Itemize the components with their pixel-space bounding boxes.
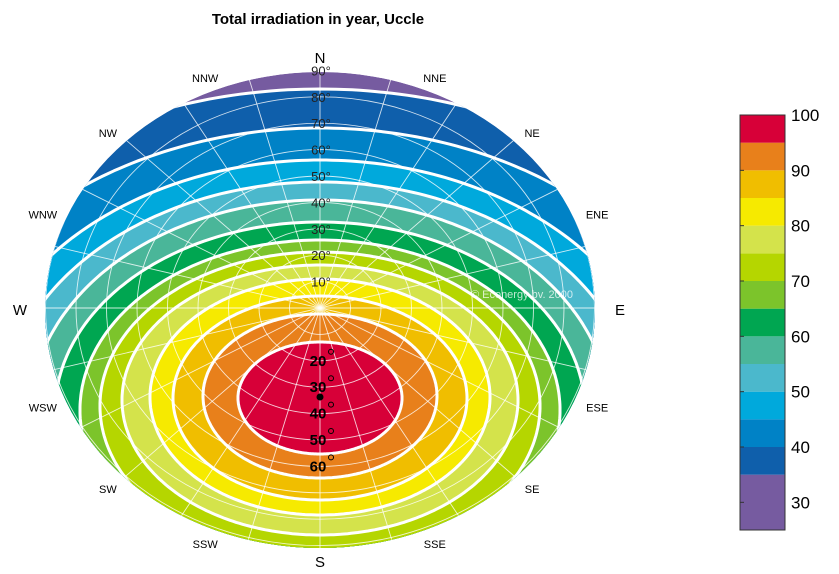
azimuth-spoke <box>319 73 394 309</box>
azimuth-spoke <box>319 307 461 519</box>
compass-label-e: E <box>615 302 625 319</box>
watermark: © Econergy bv. 2000 <box>471 289 573 301</box>
colorbar-band-70 <box>740 253 785 281</box>
chart-title: Total irradiation in year, Uccle <box>212 11 424 28</box>
tilt-label-north: 10° <box>311 275 331 290</box>
azimuth-spoke <box>76 186 321 309</box>
compass-label-wnw: WNW <box>28 210 57 222</box>
colorbar-tick-label: 30 <box>791 493 810 512</box>
colorbar-band-90 <box>740 142 785 171</box>
tilt-label-north: 30° <box>311 222 331 237</box>
azimuth-spoke <box>76 307 321 430</box>
azimuth-spoke <box>319 186 564 309</box>
colorbar-band-85 <box>740 170 785 198</box>
azimuth-spoke <box>319 97 461 309</box>
colorbar-tick-label: 50 <box>791 383 810 402</box>
azimuth-spoke <box>48 307 321 372</box>
compass-label-nne: NNE <box>423 73 446 85</box>
compass-labels: N NNE NE ENE E ESE SE SSE S SSW SW WSW W WNW NW NNW <box>13 50 625 571</box>
compass-label-se: SE <box>525 484 540 496</box>
colorbar-tick-label: 80 <box>791 217 810 236</box>
colorbar-band-35 <box>740 447 785 475</box>
colorbar-band-95 <box>740 115 785 143</box>
degree-symbol <box>328 401 334 408</box>
azimuth-spoke <box>246 73 321 309</box>
colorbar-band-65 <box>740 281 785 309</box>
optimum-marker <box>316 393 324 401</box>
colorbar-band-50 <box>740 364 785 392</box>
colorbar-band-40 <box>740 419 785 447</box>
tilt-labels: 10° 20° 30° 40° 50° 60° 70° 80° 90° 20 30 40 50 60 <box>310 63 334 475</box>
tilt-label-south: 20 <box>310 353 327 370</box>
degree-symbol <box>328 375 334 382</box>
colorbar-band-45 <box>740 391 785 420</box>
azimuth-spoke <box>319 135 519 309</box>
compass-label-w: W <box>13 302 28 319</box>
tilt-label-south: 50 <box>310 432 327 449</box>
azimuth-spoke <box>319 307 519 481</box>
azimuth-spoke <box>246 307 321 543</box>
compass-label-sse: SSE <box>424 539 446 551</box>
colorbar-tick-label: 100 <box>791 106 819 125</box>
compass-label-ene: ENE <box>586 210 609 222</box>
tilt-label-south: 30 <box>310 379 327 396</box>
tilt-label-south: 40 <box>310 406 327 423</box>
compass-label-ese: ESE <box>586 402 608 414</box>
compass-label-nw: NW <box>99 128 118 140</box>
azimuth-spoke <box>319 307 592 372</box>
tilt-label-north: 50° <box>311 169 331 184</box>
tilt-label-north: 60° <box>311 143 331 158</box>
colorbar-tick-label: 90 <box>791 161 810 180</box>
azimuth-spoke <box>179 97 321 309</box>
compass-label-ssw: SSW <box>193 539 219 551</box>
azimuth-spoke <box>319 244 592 309</box>
degree-symbol <box>328 348 334 355</box>
compass-label-ne: NE <box>524 128 539 140</box>
colorbar-band-80 <box>740 198 785 226</box>
colorbar-tick-label: 40 <box>791 438 810 457</box>
compass-label-s: S <box>315 554 325 571</box>
tilt-label-north: 20° <box>311 248 331 263</box>
azimuth-spoke <box>319 307 394 543</box>
tilt-label-north: 70° <box>311 116 331 131</box>
compass-label-n: N <box>315 50 326 67</box>
tilt-label-north: 80° <box>311 90 331 105</box>
colorbar-frame <box>739 114 786 531</box>
azimuth-spoke <box>121 135 321 309</box>
colorbar: 30 40 50 60 70 80 90 100 <box>739 106 819 531</box>
azimuth-spoke <box>121 307 321 481</box>
degree-symbol <box>328 428 334 434</box>
polar-grid <box>45 72 595 548</box>
degree-symbol <box>328 454 334 461</box>
colorbar-tick-label: 60 <box>791 327 810 346</box>
compass-label-wsw: WSW <box>29 402 58 414</box>
colorbar-band-25 <box>740 474 785 530</box>
azimuth-spoke <box>319 307 564 430</box>
azimuth-spoke <box>179 307 321 519</box>
compass-label-sw: SW <box>99 484 117 496</box>
tilt-label-south: 60 <box>310 458 327 475</box>
compass-label-nnw: NNW <box>192 73 219 85</box>
colorbar-band-75 <box>740 225 785 254</box>
colorbar-band-55 <box>740 336 785 364</box>
azimuth-spoke <box>48 244 321 309</box>
colorbar-band-60 <box>740 308 785 337</box>
tilt-label-north: 90° <box>311 63 331 78</box>
tilt-label-north: 40° <box>311 195 331 210</box>
colorbar-tick-label: 70 <box>791 272 810 291</box>
